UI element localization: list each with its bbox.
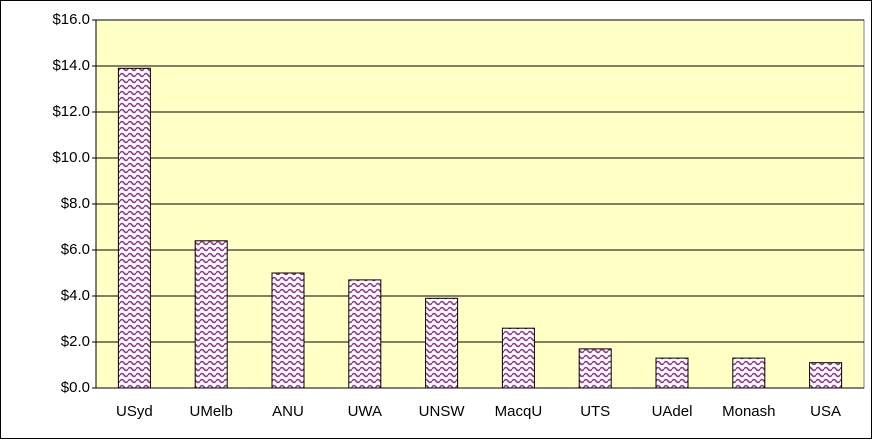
x-tick-label: MacqU [495,403,543,420]
bar [117,67,151,389]
y-tick-label: $14.0 [52,57,90,74]
y-tick-label: $12.0 [52,103,90,120]
x-tick-label: USA [810,403,841,420]
bar [578,348,612,389]
bar [348,279,382,389]
y-tick-label: $4.0 [61,287,90,304]
x-tick-label: UTS [580,403,610,420]
y-tick-label: $16.0 [52,11,90,28]
x-tick-label: UNSW [419,403,466,420]
y-tick-label: $10.0 [52,149,90,166]
bar [501,327,535,389]
x-tick-label: UMelb [190,403,233,420]
bar [194,240,228,389]
bar [732,357,766,389]
x-tick-label: Monash [722,403,775,420]
x-tick-label: UWA [348,403,382,420]
bar [425,297,459,389]
x-tick-label: ANU [272,403,304,420]
y-tick-label: $6.0 [61,241,90,258]
bar [655,357,689,389]
x-tick-label: UAdel [652,403,693,420]
x-tick-label: USyd [116,403,153,420]
bar [271,272,305,389]
bar [809,362,843,389]
y-tick-label: $0.0 [61,379,90,396]
y-tick-label: $2.0 [61,333,90,350]
y-tick-label: $8.0 [61,195,90,212]
